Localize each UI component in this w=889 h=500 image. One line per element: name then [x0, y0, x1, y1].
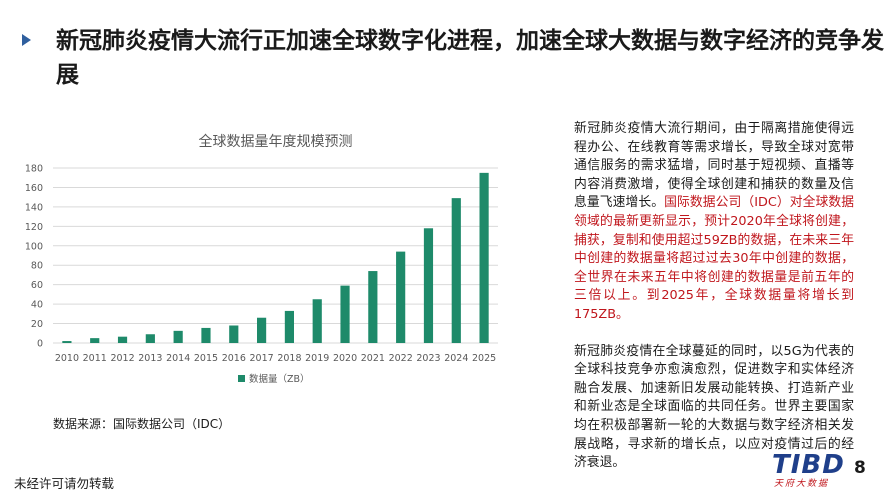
copyright-note: 未经许可请勿转载	[14, 476, 115, 491]
y-tick-label: 140	[25, 202, 43, 213]
side-text-panel: 新冠肺炎疫情大流行期间，由于隔离措施使得远程办公、在线教育等需求增长，导致全球对…	[574, 120, 854, 491]
y-tick-label: 160	[25, 183, 43, 194]
x-tick-label: 2021	[361, 353, 385, 364]
bar	[423, 228, 434, 343]
slide-title: 新冠肺炎疫情大流行正加速全球数字化进程，加速全球大数据与数字经济的竞争发展	[56, 28, 884, 88]
x-tick-label: 2019	[305, 353, 329, 364]
bar-chart: 全球数据量年度规模预测 0 20 40 60 80 100 120 140 160 180 2010 2…	[18, 120, 518, 400]
bar	[229, 325, 239, 343]
chart-title: 全球数据量年度规模预测	[199, 133, 353, 150]
side-paragraph-2: 新冠肺炎疫情在全球蔓延的同时，以5G为代表的全球科技竞争亦愈演愈烈，促进数字和实…	[574, 343, 854, 471]
bar	[396, 251, 406, 343]
x-tick-label: 2018	[277, 353, 301, 364]
bar	[145, 334, 155, 343]
logo-sub-text: 天府大数据	[774, 479, 830, 489]
x-tick-label: 2013	[138, 353, 162, 364]
logo-main-text: TIBD	[772, 450, 845, 480]
bar	[173, 330, 183, 343]
side-paragraph-1-normal: 新冠肺炎疫情大流行期间，由于隔离措施使得远程办公、在线教育等需求增长，导致全球对…	[574, 121, 854, 211]
legend-label: 数据量（ZB）	[249, 373, 310, 385]
bar	[257, 317, 267, 343]
x-tick-label: 2014	[166, 353, 190, 364]
bar	[368, 271, 378, 343]
y-tick-label: 80	[31, 261, 43, 272]
x-tick-label: 2016	[222, 353, 246, 364]
title-bullet-icon	[22, 34, 31, 46]
chart-svg: 全球数据量年度规模预测 0 20 40 60 80 100 120 140 160 180 2010 2…	[25, 133, 498, 385]
bar	[312, 299, 322, 343]
x-tick-label: 2022	[389, 353, 413, 364]
x-tick-label: 2017	[250, 353, 274, 364]
x-tick-label: 2015	[194, 353, 218, 364]
bar	[201, 327, 211, 343]
x-tick-label: 2020	[333, 353, 357, 364]
bar	[340, 285, 350, 343]
bar	[90, 338, 100, 343]
bar	[62, 341, 72, 343]
bar	[284, 310, 294, 343]
legend-swatch	[238, 375, 245, 382]
y-tick-label: 120	[25, 222, 43, 233]
tibd-logo: TIBD 天府大数据	[772, 452, 846, 492]
y-tick-label: 20	[31, 319, 43, 330]
y-tick-label: 180	[25, 164, 43, 175]
y-tick-label: 40	[31, 300, 43, 311]
bar	[451, 198, 461, 343]
bar	[479, 172, 489, 343]
y-tick-label: 0	[37, 339, 43, 350]
side-paragraph-1: 新冠肺炎疫情大流行期间，由于隔离措施使得远程办公、在线教育等需求增长，导致全球对…	[574, 120, 854, 325]
source-note: 数据来源：国际数据公司（IDC）	[53, 417, 231, 431]
side-paragraph-1-highlight: 国际数据公司（IDC）对全球数据领域的最新更新显示，预计2020年全球将创建，捕…	[574, 195, 854, 322]
x-tick-label: 2023	[416, 353, 440, 364]
y-tick-label: 60	[31, 280, 43, 291]
x-tick-label: 2024	[444, 353, 468, 364]
x-tick-label: 2010	[55, 353, 79, 364]
page-number: 8	[854, 458, 866, 478]
x-tick-label: 2012	[110, 353, 134, 364]
x-tick-label: 2011	[83, 353, 107, 364]
y-tick-label: 100	[25, 241, 43, 252]
x-tick-label: 2025	[472, 353, 496, 364]
bar	[117, 336, 128, 343]
